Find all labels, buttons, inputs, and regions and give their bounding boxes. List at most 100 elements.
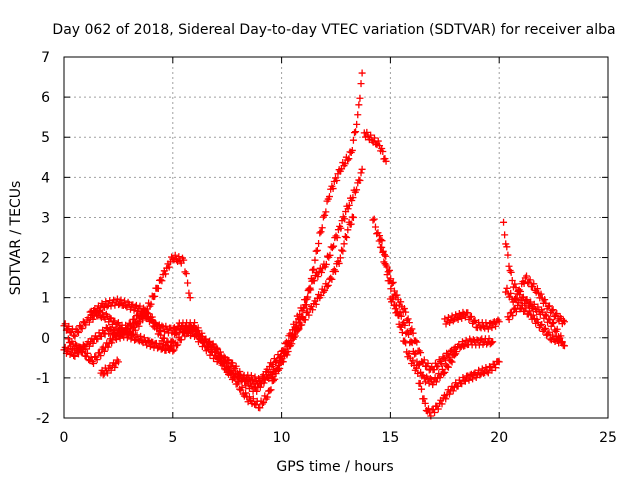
data-point	[166, 346, 174, 354]
data-point	[466, 371, 474, 379]
data-point	[370, 134, 378, 142]
data-point	[392, 302, 400, 310]
data-point	[332, 232, 340, 240]
data-point	[533, 315, 541, 323]
y-axis-label: SDTVAR / TECUs	[8, 181, 24, 296]
series-track-6	[369, 215, 503, 420]
data-point	[376, 232, 384, 240]
data-point	[153, 325, 161, 333]
data-point	[256, 404, 264, 412]
data-point	[541, 311, 549, 319]
data-point	[113, 320, 121, 328]
data-point	[212, 351, 220, 359]
data-point	[489, 338, 497, 346]
data-point	[126, 305, 134, 313]
data-point	[135, 322, 143, 330]
data-point	[232, 362, 240, 370]
data-point	[420, 356, 428, 364]
data-point	[223, 363, 231, 371]
series-track-10	[97, 356, 122, 379]
data-point	[503, 243, 511, 251]
data-point	[501, 231, 509, 239]
data-point	[357, 80, 365, 88]
data-point	[104, 369, 112, 377]
data-point	[178, 323, 186, 331]
data-point	[518, 301, 526, 309]
data-point	[358, 69, 366, 77]
data-point	[530, 300, 538, 308]
data-point	[314, 273, 322, 281]
data-point	[110, 331, 118, 339]
data-point	[117, 296, 125, 304]
series-track-2	[60, 165, 366, 387]
data-point	[133, 331, 141, 339]
data-point	[214, 355, 222, 363]
data-point	[131, 326, 139, 334]
data-point	[503, 284, 511, 292]
data-point	[417, 349, 425, 357]
data-point	[66, 329, 74, 337]
data-point	[486, 363, 494, 371]
data-point	[387, 285, 395, 293]
data-point	[509, 312, 517, 320]
data-point	[104, 343, 112, 351]
data-point	[75, 328, 83, 336]
data-point	[317, 268, 325, 276]
data-point	[560, 342, 568, 350]
data-point	[492, 322, 500, 330]
data-point	[548, 307, 556, 315]
data-point	[354, 111, 362, 119]
data-point	[541, 324, 549, 332]
data-point	[256, 383, 264, 391]
data-point	[400, 318, 408, 326]
data-point	[388, 280, 396, 288]
data-point	[267, 386, 275, 394]
data-point	[169, 255, 177, 263]
data-point	[282, 349, 290, 357]
data-point	[408, 325, 416, 333]
data-point	[522, 304, 530, 312]
data-point	[113, 295, 121, 303]
data-point	[495, 358, 503, 366]
data-point	[231, 373, 239, 381]
data-point	[349, 136, 357, 144]
data-point	[464, 309, 472, 317]
data-point	[333, 234, 341, 242]
data-point	[396, 308, 404, 316]
data-point	[550, 319, 558, 327]
data-point	[488, 366, 496, 374]
data-point	[309, 266, 317, 274]
data-point	[171, 251, 179, 259]
chart-title: Day 062 of 2018, Sidereal Day-to-day VTE…	[52, 22, 615, 38]
data-point	[349, 213, 357, 221]
data-point	[82, 321, 90, 329]
data-point	[304, 293, 312, 301]
data-point	[253, 387, 261, 395]
data-point	[258, 400, 266, 408]
data-point	[378, 145, 386, 153]
data-point	[107, 366, 115, 374]
data-point	[370, 215, 378, 223]
data-point	[379, 247, 387, 255]
data-point	[216, 348, 224, 356]
data-point	[414, 361, 422, 369]
data-point	[400, 305, 408, 313]
data-point	[507, 289, 515, 297]
data-point	[560, 318, 568, 326]
data-point	[318, 224, 326, 232]
data-point	[169, 347, 177, 355]
data-point	[88, 311, 96, 319]
data-point	[438, 400, 446, 408]
data-point	[100, 347, 108, 355]
data-point	[156, 340, 164, 348]
data-point	[319, 213, 327, 221]
data-point	[266, 387, 274, 395]
data-point	[379, 148, 387, 156]
data-point	[93, 356, 101, 364]
data-point	[345, 201, 353, 209]
data-point	[77, 323, 85, 331]
data-point	[315, 240, 323, 248]
data-point	[73, 327, 81, 335]
data-point	[180, 256, 188, 264]
data-point	[448, 358, 456, 366]
